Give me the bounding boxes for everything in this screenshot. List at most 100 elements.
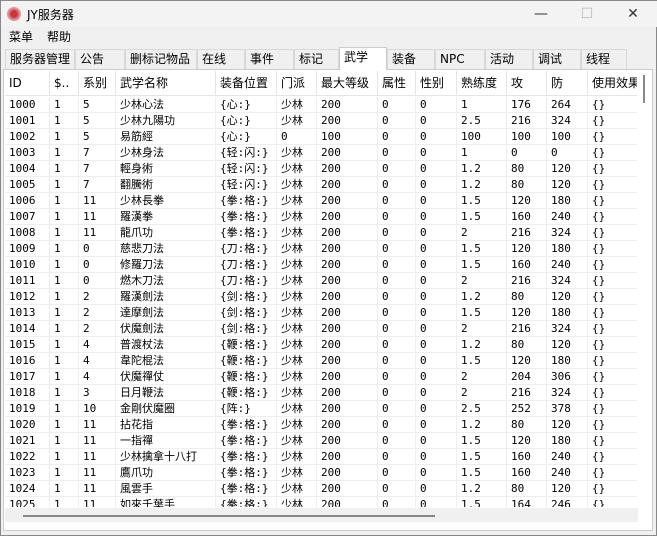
cell-school-count: 1 [50, 289, 79, 304]
table-row[interactable]: 1009 1 0 慈悲刀法 {刀:格:} 少林 200 0 0 1.5 120 180{} [5, 241, 637, 257]
cell-sect: 少林 [277, 497, 317, 507]
menu-item-help[interactable]: 帮助 [47, 30, 72, 44]
cell-sect: 少林 [277, 97, 317, 112]
table-row[interactable]: 1005 1 7 翻騰術 {轻:闪:} 少林 200 0 0 1.2 80 120{} [5, 177, 637, 193]
cell-max-level: 200 [317, 273, 378, 288]
table-row[interactable]: 1003 1 7 少林身法 {轻:闪:} 少林 200 0 0 1 0 0{} [5, 145, 637, 161]
tab-4[interactable]: 事件 [245, 49, 294, 69]
cell-series: 10 [79, 401, 116, 416]
tab-3[interactable]: 在线 [197, 49, 245, 69]
cell-attribute: 0 [378, 353, 416, 368]
column-header-max-level[interactable]: 最大等级 [317, 71, 378, 95]
cell-name: 慈悲刀法 [116, 241, 216, 256]
tab-5[interactable]: 标记 [294, 49, 339, 69]
column-header-slot[interactable]: 装备位置 [216, 71, 277, 95]
cell-attribute: 0 [378, 113, 416, 128]
cell-series: 2 [79, 305, 116, 320]
cell-max-level: 200 [317, 321, 378, 336]
column-header-attribute[interactable]: 属性 [378, 71, 416, 95]
cell-id: 1012 [5, 289, 50, 304]
cell-school-count: 1 [50, 401, 79, 416]
tab-10[interactable]: 调试 [533, 49, 581, 69]
cell-name: 韋陀棍法 [116, 353, 216, 368]
cell-name: 羅漢劍法 [116, 289, 216, 304]
cell-slot: {剑:格:} [216, 305, 277, 320]
table-row[interactable]: 1015 1 4 普渡杖法 {鞭:格:} 少林 200 0 0 1.2 80 120{} [5, 337, 637, 353]
tab-9[interactable]: 活动 [485, 49, 533, 69]
table-row[interactable]: 1018 1 3 日月鞭法 {鞭:格:} 少林 200 0 0 2 216 324{} [5, 385, 637, 401]
table-row[interactable]: 1014 1 2 伏魔劍法 {剑:格:} 少林 200 0 0 2 216 324{} [5, 321, 637, 337]
table-row[interactable]: 1000 1 5 少林心法 {心:} 少林 200 0 0 1 176 264{} [5, 97, 637, 113]
table-row[interactable]: 1010 1 0 修羅刀法 {刀:格:} 少林 200 0 0 1.5 160 240{} [5, 257, 637, 273]
table-row[interactable]: 1022 1 11 少林擒拿十八打 {拳:格:} 少林 200 0 0 1.5 160 240{} [5, 449, 637, 465]
maximize-button[interactable]: ☐ [580, 6, 594, 22]
horizontal-scroll-thumb[interactable] [23, 515, 435, 517]
table-row[interactable]: 1011 1 0 燃木刀法 {刀:格:} 少林 200 0 0 2 216 324{} [5, 273, 637, 289]
cell-max-level: 200 [317, 353, 378, 368]
close-button[interactable]: ✕ [627, 6, 639, 22]
tab-1[interactable]: 公告 [75, 49, 125, 69]
cell-name: 少林長拳 [116, 193, 216, 208]
minimize-button[interactable]: — [534, 6, 548, 22]
cell-sect: 少林 [277, 177, 317, 192]
horizontal-scrollbar[interactable] [5, 508, 638, 522]
tab-8[interactable]: NPC [435, 49, 485, 69]
table-row[interactable]: 1024 1 11 風雲手 {拳:格:} 少林 200 0 0 1.2 80 120{} [5, 481, 637, 497]
column-header-series[interactable]: 系别 [79, 71, 116, 95]
table-row[interactable]: 1019 1 10 金剛伏魔圈 {阵:} 少林 200 0 0 2.5 252 378{} [5, 401, 637, 417]
table-row[interactable]: 1013 1 2 達摩劍法 {剑:格:} 少林 200 0 0 1.5 120 180{} [5, 305, 637, 321]
cell-effect: {} [588, 497, 637, 507]
cell-slot: {鞭:格:} [216, 385, 277, 400]
table-row[interactable]: 1008 1 11 龍爪功 {拳:格:} 少林 200 0 0 2 216 324{} [5, 225, 637, 241]
table-row[interactable]: 1025 1 11 如來千葉手 {拳:格:} 少林 200 0 0 1.5 164 246{} [5, 497, 637, 507]
table-row[interactable]: 1007 1 11 羅漢拳 {拳:格:} 少林 200 0 0 1.5 160 240{} [5, 209, 637, 225]
cell-max-level: 200 [317, 449, 378, 464]
column-header-effect[interactable]: 使用效果 [588, 71, 637, 95]
tab-6[interactable]: 武学 [339, 47, 387, 70]
table-row[interactable]: 1021 1 11 一指禪 {拳:格:} 少林 200 0 0 1.5 120 180{} [5, 433, 637, 449]
cell-effect: {} [588, 193, 637, 208]
table-row[interactable]: 1020 1 11 拈花指 {拳:格:} 少林 200 0 0 1.2 80 120{} [5, 417, 637, 433]
tab-11[interactable]: 线程 [581, 49, 627, 69]
cell-name: 修羅刀法 [116, 257, 216, 272]
cell-effect: {} [588, 417, 637, 432]
table-row[interactable]: 1004 1 7 輕身術 {轻:闪:} 少林 200 0 0 1.2 80 120{} [5, 161, 637, 177]
cell-attack: 216 [507, 321, 547, 336]
tab-0[interactable]: 服务器管理 [5, 49, 75, 69]
cell-max-level: 200 [317, 337, 378, 352]
menu-item-menu[interactable]: 菜单 [9, 30, 34, 44]
vertical-scrollbar[interactable] [638, 71, 652, 507]
column-header-school-count[interactable]: $.. [50, 71, 79, 95]
column-header-id[interactable]: ID [5, 71, 50, 95]
tab-2[interactable]: 删标记物品 [125, 49, 197, 69]
vertical-scroll-thumb[interactable] [643, 75, 645, 103]
cell-school-count: 1 [50, 113, 79, 128]
table-row[interactable]: 1016 1 4 韋陀棍法 {鞭:格:} 少林 200 0 0 1.5 120 180{} [5, 353, 637, 369]
cell-defense: 324 [547, 273, 588, 288]
table-row[interactable]: 1002 1 5 易筋經 {心:} 0 100 0 0 100 100 100{} [5, 129, 637, 145]
cell-series: 7 [79, 177, 116, 192]
table-row[interactable]: 1001 1 5 少林九陽功 {心:} 少林 200 0 0 2.5 216 324{} [5, 113, 637, 129]
column-header-name[interactable]: 武学名称 [116, 71, 216, 95]
column-header-gender[interactable]: 性别 [416, 71, 457, 95]
cell-defense: 0 [547, 145, 588, 160]
cell-attack: 216 [507, 273, 547, 288]
table-row[interactable]: 1023 1 11 鷹爪功 {拳:格:} 少林 200 0 0 1.5 160 240{} [5, 465, 637, 481]
tab-7[interactable]: 装备 [387, 49, 435, 69]
cell-school-count: 1 [50, 497, 79, 507]
table-row[interactable]: 1017 1 4 伏魔禪仗 {鞭:格:} 少林 200 0 0 2 204 306{} [5, 369, 637, 385]
table-row[interactable]: 1006 1 11 少林長拳 {拳:格:} 少林 200 0 0 1.5 120 180{} [5, 193, 637, 209]
cell-defense: 378 [547, 401, 588, 416]
cell-id: 1016 [5, 353, 50, 368]
cell-attack: 80 [507, 161, 547, 176]
column-header-sect[interactable]: 门派 [277, 71, 317, 95]
column-header-defense[interactable]: 防 [547, 71, 588, 95]
cell-name: 易筋經 [116, 129, 216, 144]
column-header-attack[interactable]: 攻 [507, 71, 547, 95]
cell-effect: {} [588, 129, 637, 144]
cell-slot: {轻:闪:} [216, 161, 277, 176]
table-row[interactable]: 1012 1 2 羅漢劍法 {剑:格:} 少林 200 0 0 1.2 80 120{} [5, 289, 637, 305]
cell-defense: 240 [547, 257, 588, 272]
column-header-proficiency[interactable]: 熟练度 [457, 71, 507, 95]
cell-defense: 120 [547, 417, 588, 432]
